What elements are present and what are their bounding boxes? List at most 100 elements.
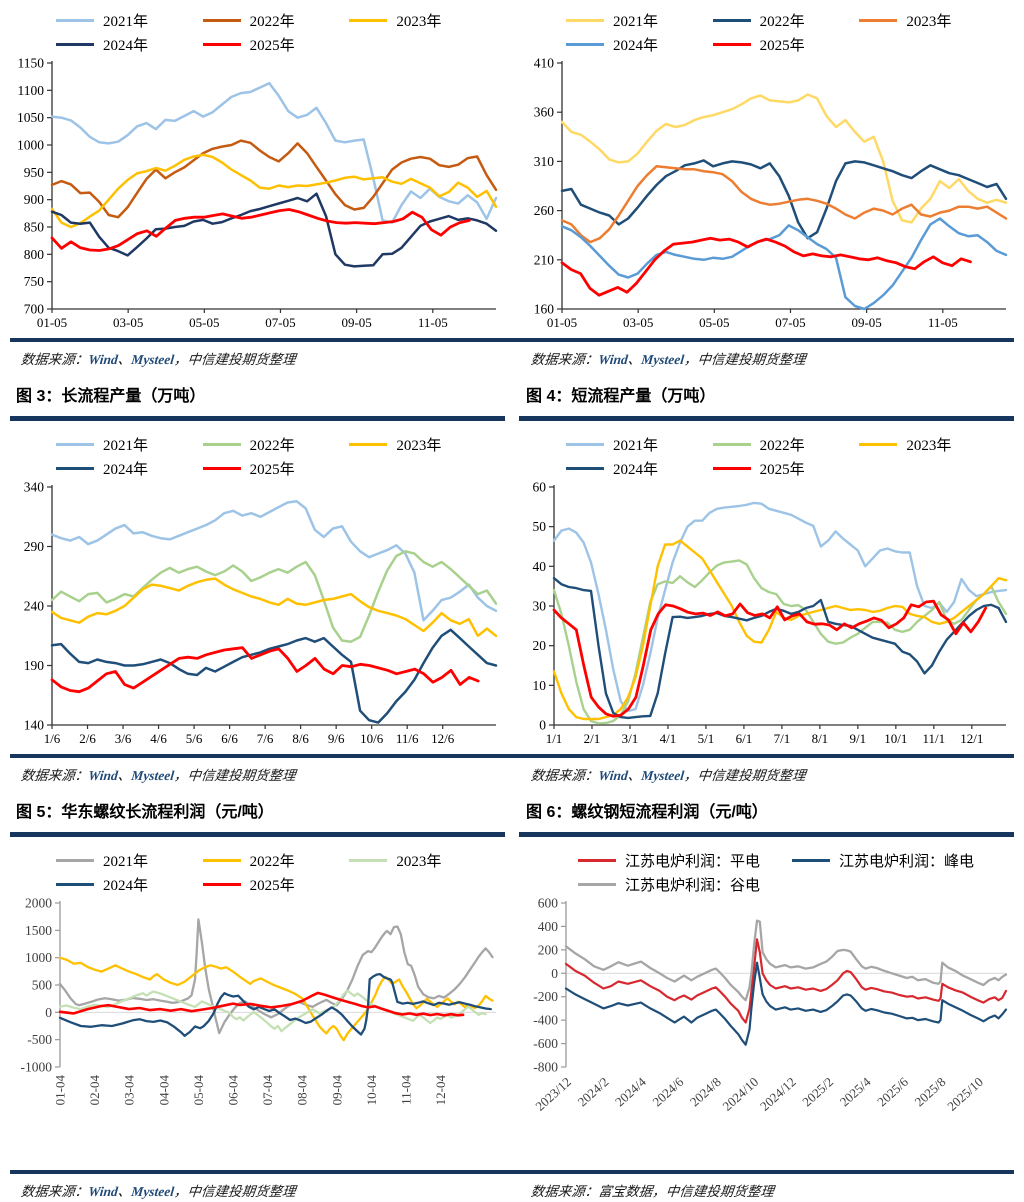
section-divider bbox=[10, 754, 1014, 758]
svg-text:07-04: 07-04 bbox=[260, 1075, 275, 1106]
series-line-2 bbox=[552, 559, 1008, 725]
svg-text:-500: -500 bbox=[27, 1032, 52, 1047]
svg-text:11-05: 11-05 bbox=[928, 315, 958, 330]
svg-text:12/1: 12/1 bbox=[960, 731, 983, 746]
svg-text:07-05: 07-05 bbox=[775, 315, 805, 330]
legend-item: 2024年 bbox=[56, 34, 203, 55]
svg-text:11/1: 11/1 bbox=[923, 731, 946, 746]
series-line-3 bbox=[50, 577, 498, 638]
svg-text:10-04: 10-04 bbox=[364, 1075, 379, 1106]
svg-text:5/1: 5/1 bbox=[698, 731, 715, 746]
svg-text:-400: -400 bbox=[533, 1013, 558, 1028]
svg-text:1000: 1000 bbox=[25, 950, 52, 965]
figure-4: 2021年 2022年 2023年 2024年 2025年 60 50 40 30 20 10 0 1/… bbox=[520, 430, 1014, 749]
figure-pair: 2021年 2022年 2023年 2024年 2025年 2000 1500 1000 500… bbox=[10, 846, 1014, 1165]
series-line-5 bbox=[560, 236, 972, 297]
legend-label: 2021年 bbox=[103, 14, 149, 30]
svg-text:4/6: 4/6 bbox=[150, 731, 167, 746]
svg-text:2025/4: 2025/4 bbox=[837, 1074, 874, 1110]
svg-text:2024/12: 2024/12 bbox=[757, 1074, 799, 1114]
source-text: 数据来源： bbox=[530, 1184, 600, 1199]
figure-row-3: 2021年 2022年 2023年 2024年 2025年 2000 1500 1000 500… bbox=[10, 846, 1014, 1202]
svg-text:11/6: 11/6 bbox=[396, 731, 419, 746]
legend-label: 2024年 bbox=[103, 462, 149, 478]
source-text: 数据来源： bbox=[530, 352, 600, 367]
legend-item: 2021年 bbox=[566, 434, 713, 455]
svg-text:20: 20 bbox=[533, 638, 547, 653]
legend-line-swatch bbox=[202, 858, 241, 863]
source-row: 数据来源：Wind、Mysteel，中信建投期货整理 数据来源：Wind、Myst… bbox=[10, 342, 1014, 370]
series-line-5 bbox=[58, 991, 465, 1017]
svg-text:04-04: 04-04 bbox=[156, 1075, 171, 1106]
legend-label: 2024年 bbox=[103, 38, 149, 54]
svg-text:03-05: 03-05 bbox=[113, 315, 143, 330]
svg-text:08-04: 08-04 bbox=[295, 1075, 310, 1106]
svg-text:12/6: 12/6 bbox=[431, 731, 455, 746]
svg-text:8/1: 8/1 bbox=[812, 731, 829, 746]
source-text: 数据来源： bbox=[20, 768, 90, 783]
split-divider bbox=[10, 832, 1014, 837]
chart-legend: 2021年 2022年 2023年 2024年 2025年 bbox=[10, 10, 504, 55]
legend-line-swatch bbox=[712, 442, 751, 447]
chart-legend: 江苏电炉利润：平电 江苏电炉利润：峰电 江苏电炉利润：谷电 bbox=[520, 850, 1014, 895]
series-line-4 bbox=[50, 628, 498, 724]
svg-text:05-05: 05-05 bbox=[699, 315, 729, 330]
svg-text:1100: 1100 bbox=[18, 83, 45, 98]
source-note: 数据来源：Wind、Mysteel，中信建投期货整理 bbox=[10, 1180, 506, 1200]
svg-text:410: 410 bbox=[534, 57, 555, 71]
figure-caption: 图 3：长流程产量（万吨） bbox=[16, 388, 206, 405]
legend-item: 2021年 bbox=[56, 850, 203, 871]
series-line-5 bbox=[50, 646, 480, 694]
svg-text:3/6: 3/6 bbox=[115, 731, 132, 746]
legend-line-swatch bbox=[202, 18, 241, 23]
svg-text:2/6: 2/6 bbox=[79, 731, 96, 746]
legend-label: 江苏电炉利润：平电 bbox=[625, 854, 761, 870]
svg-text:9/1: 9/1 bbox=[850, 731, 867, 746]
source-note: 数据来源：Wind、Mysteel，中信建投期货整理 bbox=[10, 348, 506, 368]
legend-label: 2022年 bbox=[249, 14, 295, 30]
y-axis: 410 360 310 260 210 160 bbox=[534, 57, 562, 317]
svg-text:1150: 1150 bbox=[18, 57, 45, 71]
source-text: 中信建投期货整理 bbox=[186, 352, 297, 367]
chart-legend: 2021年 2022年 2023年 2024年 2025年 bbox=[10, 850, 504, 895]
legend-label: 2021年 bbox=[613, 14, 659, 30]
figure-row-1: 2021年 2022年 2023年 2024年 2025年 1150 1100 1050 100… bbox=[10, 6, 1014, 421]
legend-line-swatch bbox=[712, 18, 751, 23]
legend-line-swatch bbox=[859, 442, 898, 447]
legend-item: 2025年 bbox=[202, 874, 350, 895]
svg-text:800: 800 bbox=[24, 247, 45, 262]
legend-item: 江苏电炉利润：峰电 bbox=[792, 850, 1006, 871]
legend-item: 2021年 bbox=[56, 434, 203, 455]
legend-item: 2025年 bbox=[202, 458, 350, 479]
source-vendor: Mysteel bbox=[130, 768, 175, 783]
svg-text:2024/2: 2024/2 bbox=[575, 1074, 612, 1109]
svg-text:7/1: 7/1 bbox=[774, 731, 791, 746]
series-line-4 bbox=[560, 217, 1008, 311]
figure-row-2: 2021年 2022年 2023年 2024年 2025年 340 290 240 190 140… bbox=[10, 430, 1014, 837]
legend-line-swatch bbox=[792, 858, 830, 863]
legend-item: 2024年 bbox=[56, 458, 203, 479]
axes bbox=[51, 61, 496, 310]
figure-caption: 图 5：华东螺纹长流程利润（元/吨） bbox=[16, 804, 274, 821]
svg-text:05-04: 05-04 bbox=[191, 1075, 206, 1106]
series-line-3 bbox=[552, 539, 1008, 721]
source-vendor: Mysteel bbox=[130, 1184, 175, 1199]
svg-text:01-05: 01-05 bbox=[547, 315, 577, 330]
legend-item: 2023年 bbox=[349, 434, 496, 455]
legend-label: 江苏电炉利润：峰电 bbox=[839, 854, 975, 870]
section-divider bbox=[10, 338, 1014, 342]
series-line-2 bbox=[564, 961, 1008, 1046]
legend-line-swatch bbox=[566, 442, 604, 447]
legend-label: 2023年 bbox=[906, 14, 952, 30]
svg-text:06-04: 06-04 bbox=[226, 1075, 241, 1106]
svg-text:0: 0 bbox=[539, 718, 546, 733]
x-axis: 01-05 03-05 05-05 07-05 09-05 11-05 bbox=[37, 309, 448, 330]
svg-text:200: 200 bbox=[538, 942, 559, 957]
svg-text:07-05: 07-05 bbox=[265, 315, 295, 330]
svg-text:-600: -600 bbox=[533, 1036, 558, 1051]
svg-text:1050: 1050 bbox=[17, 110, 44, 125]
source-note: 数据来源：Wind、Mysteel，中信建投期货整理 bbox=[520, 348, 1016, 368]
x-axis: 1/6 2/6 3/6 4/6 5/6 6/6 7/6 8/6 9/6 10/6 11/6 12/6 bbox=[44, 725, 455, 746]
svg-text:750: 750 bbox=[24, 274, 45, 289]
